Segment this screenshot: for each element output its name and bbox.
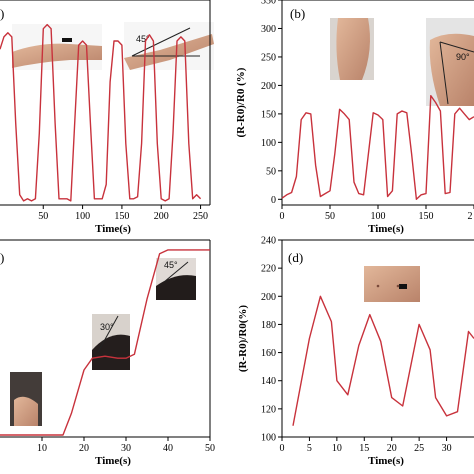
series-line-a — [0, 23, 202, 202]
y-tick-label: 160 — [261, 348, 276, 359]
panel-b: 0 50 100 150 2 0 50 100 150 200 250 300 350 Time(s) (R… — [235, 0, 474, 235]
x-tick-label: 250 — [193, 211, 208, 222]
x-tick-label: 40 — [163, 443, 173, 454]
y-tick-label: 240 — [261, 236, 276, 247]
inset-photo-a2 — [124, 22, 214, 70]
y-axis-label: (R-R0)/R0(%) — [237, 305, 249, 373]
x-tick-label: 100 — [75, 211, 90, 222]
y-tick-label: 180 — [261, 320, 276, 331]
angle-annotation: 45° — [164, 260, 178, 270]
y-tick-label: 300 — [261, 24, 276, 35]
x-tick-label: 50 — [325, 211, 335, 222]
y-tick-label: 140 — [261, 376, 276, 387]
series-line-c — [0, 249, 210, 436]
x-axis-label: Time(s) — [368, 455, 404, 467]
x-tick-label: 25 — [414, 443, 424, 454]
series-line-d — [292, 295, 474, 426]
x-tick-label: 5 — [307, 443, 312, 454]
angle-annotation: 90° — [456, 52, 470, 62]
inset-photo-a1 — [12, 24, 102, 70]
y-tick-label: 350 — [261, 0, 276, 7]
panel-label: (d) — [288, 250, 303, 265]
y-tick-label: 100 — [261, 433, 276, 444]
panel-c: 10 20 30 40 50 Time(s)) 30° 45° — [0, 239, 215, 467]
y-tick-label: 200 — [261, 292, 276, 303]
panel-label: ) — [0, 6, 4, 21]
x-axis-label: Time(s) — [368, 223, 404, 235]
x-tick-label: 50 — [38, 211, 48, 222]
x-tick-label: 30 — [121, 443, 131, 454]
x-tick-label: 20 — [79, 443, 89, 454]
angle-annotation: 30° — [100, 322, 114, 332]
panel-label: (b) — [290, 6, 305, 21]
x-axis-label: Time(s) — [95, 455, 131, 467]
y-tick-label: 200 — [261, 81, 276, 92]
panel-label: ) — [0, 250, 4, 265]
inset-photo-c1 — [10, 372, 42, 426]
x-tick-label: 15 — [359, 443, 369, 454]
x-tick-label: 0 — [280, 443, 285, 454]
inset-photo-b1 — [330, 18, 374, 80]
x-tick-label: 100 — [371, 211, 386, 222]
x-tick-label: 50 — [205, 443, 215, 454]
y-tick-label: 120 — [261, 404, 276, 415]
x-tick-label: 10 — [37, 443, 47, 454]
panel-a: 50 100 150 200 250 Time(s)) 45° — [0, 0, 211, 235]
y-tick-label: 0 — [271, 195, 276, 206]
y-tick-label: 100 — [261, 138, 276, 149]
angle-annotation: 45° — [136, 34, 150, 44]
y-tick-label: 250 — [261, 52, 276, 63]
x-tick-label: 10 — [332, 443, 342, 454]
series-line-b — [281, 94, 474, 201]
y-tick-label: 50 — [266, 166, 276, 177]
inset-photo-c2 — [92, 314, 130, 370]
y-tick-label: 220 — [261, 264, 276, 275]
x-tick-label: 150 — [419, 211, 434, 222]
x-tick-label: 2 — [468, 211, 473, 222]
x-axis-label: Time(s) — [95, 223, 131, 235]
x-tick-label: 20 — [387, 443, 397, 454]
inset-photo-b2 — [426, 18, 474, 106]
x-tick-label: 0 — [280, 211, 285, 222]
inset-photo-d — [364, 266, 420, 302]
y-tick-label: 150 — [261, 109, 276, 120]
x-tick-label: 150 — [114, 211, 129, 222]
y-axis-label: (R-R0)/R0 (%) — [235, 67, 247, 137]
inset-photo-c3 — [156, 258, 196, 300]
x-tick-label: 30 — [442, 443, 452, 454]
panel-d: 0 5 10 15 20 25 30 100 120 140 160 180 200 220 240 Time… — [237, 236, 474, 467]
x-tick-label: 200 — [154, 211, 169, 222]
